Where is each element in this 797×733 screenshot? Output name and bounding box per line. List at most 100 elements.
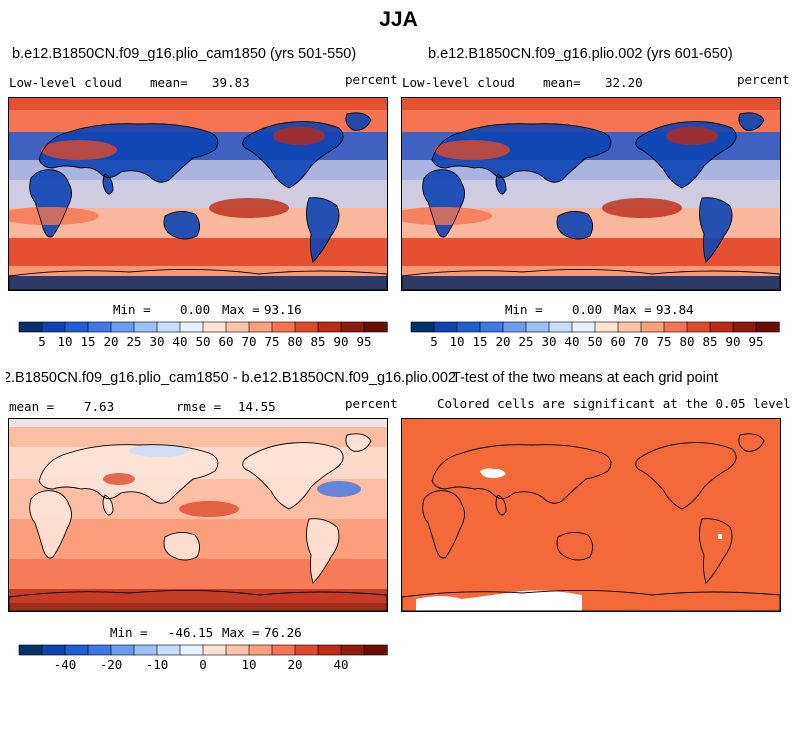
coastlines <box>9 433 387 611</box>
colorbar-box <box>179 321 204 333</box>
panel2-max-label: Max = <box>614 302 652 317</box>
land-field <box>29 490 72 558</box>
panel3-map <box>8 418 388 612</box>
coastline <box>422 169 465 238</box>
colorbar-box <box>340 321 365 333</box>
significant-cells <box>402 419 780 611</box>
field-band <box>9 98 387 110</box>
coastline <box>29 169 72 238</box>
panel1-mean-value: 39.83 <box>212 75 250 90</box>
coastline <box>422 490 465 559</box>
coastline <box>38 123 219 183</box>
field-band <box>9 238 387 266</box>
colorbar-tick-label: 80 <box>287 334 302 349</box>
field-patch <box>666 127 718 145</box>
coastline <box>29 490 72 559</box>
colorbar-box <box>502 321 527 333</box>
panel1-map <box>8 97 388 291</box>
coastline <box>38 444 219 504</box>
field-band <box>402 266 780 276</box>
colorbar-tick-label: 30 <box>149 334 164 349</box>
coastline <box>738 112 765 131</box>
land-field <box>164 532 200 560</box>
field-band <box>9 266 387 276</box>
land-field <box>242 442 344 509</box>
coastline <box>431 444 612 504</box>
land-field <box>306 518 339 583</box>
coastline <box>306 197 340 263</box>
coastline <box>699 518 733 584</box>
colorbar-tick-label: 95 <box>356 334 371 349</box>
panel3-title: b.e12.B1850CN.f09_g16.plio_cam1850 - b.e… <box>6 370 456 386</box>
coastline <box>102 494 114 516</box>
field-patch <box>179 501 239 517</box>
panel3-units: percent <box>345 396 398 411</box>
colorbar-box <box>225 321 250 333</box>
colorbar-tick-label: 60 <box>218 334 233 349</box>
coastline <box>402 589 780 611</box>
coastline <box>345 433 372 452</box>
colorbar-tick-label: 40 <box>564 334 579 349</box>
panel3-min-value: -46.15 <box>168 625 214 640</box>
field-patch <box>273 127 325 145</box>
colorbar-box <box>271 321 296 333</box>
colorbar-tick-label: 70 <box>633 334 648 349</box>
field-band <box>9 559 387 589</box>
colorbar-box <box>294 644 319 656</box>
field-patch <box>317 481 361 497</box>
page-title: JJA <box>379 8 418 31</box>
coastline <box>495 173 507 195</box>
colorbar-tick-label: 25 <box>518 334 533 349</box>
coastline <box>306 518 340 584</box>
field-patch <box>402 207 492 225</box>
coastline <box>345 112 372 131</box>
field-patch <box>103 473 135 485</box>
colorbar-tick-label: 60 <box>610 334 625 349</box>
field-band <box>9 603 387 611</box>
coastline <box>556 532 593 561</box>
coastlines <box>402 112 780 290</box>
panel3-max-value: 76.26 <box>264 625 302 640</box>
panel2-colorbar: 5 10 15 20 25 30 40 50 60 70 75 80 85 90 95 <box>410 321 780 350</box>
panel3-max-label: Max = <box>222 625 260 640</box>
coastline <box>9 268 387 290</box>
land-field <box>699 197 732 262</box>
colorbar-tick-label: 20 <box>287 657 302 672</box>
field-band <box>402 238 780 266</box>
colorbar-box <box>663 321 688 333</box>
colorbar-tick-label: 25 <box>126 334 141 349</box>
panel1-max-value: 93.16 <box>264 302 302 317</box>
field-patch <box>129 445 189 457</box>
field-patch <box>41 140 117 160</box>
land-field <box>496 174 506 194</box>
colorbar-tick-label: 15 <box>80 334 95 349</box>
colorbar-box <box>41 321 66 333</box>
colorbar-tick-label: 85 <box>310 334 325 349</box>
coastline <box>242 442 344 510</box>
panel1-colorbar: 5 10 15 20 25 30 40 50 60 70 75 80 85 90 95 <box>18 321 388 350</box>
field-patch <box>434 140 510 160</box>
field-band <box>9 427 387 447</box>
colorbar-box <box>202 644 227 656</box>
panel2-map-field <box>402 98 780 290</box>
colorbar-tick-label: 80 <box>679 334 694 349</box>
colorbar-box <box>64 321 89 333</box>
colorbar-tick-label: 10 <box>449 334 464 349</box>
colorbar-box <box>41 644 66 656</box>
panel2-mean-value: 32.20 <box>605 75 643 90</box>
field-patch <box>209 198 289 218</box>
colorbar-box <box>317 644 342 656</box>
panel2-mean-label: mean= <box>543 75 581 90</box>
land-field <box>345 433 371 452</box>
colorbar-box <box>271 644 296 656</box>
panel4-subtitle: Colored cells are significant at the 0.0… <box>437 396 791 411</box>
panel1-min-label: Min = <box>113 302 151 317</box>
colorbar-box <box>709 321 734 333</box>
colorbar-tick-label: 40 <box>333 657 348 672</box>
coastline <box>699 197 733 263</box>
colorbar-box <box>410 321 435 333</box>
panel3-mean-label: mean = <box>9 399 55 414</box>
colorbar-tick-label: 5 <box>38 334 46 349</box>
field-band <box>9 589 387 603</box>
field-band <box>402 276 780 290</box>
